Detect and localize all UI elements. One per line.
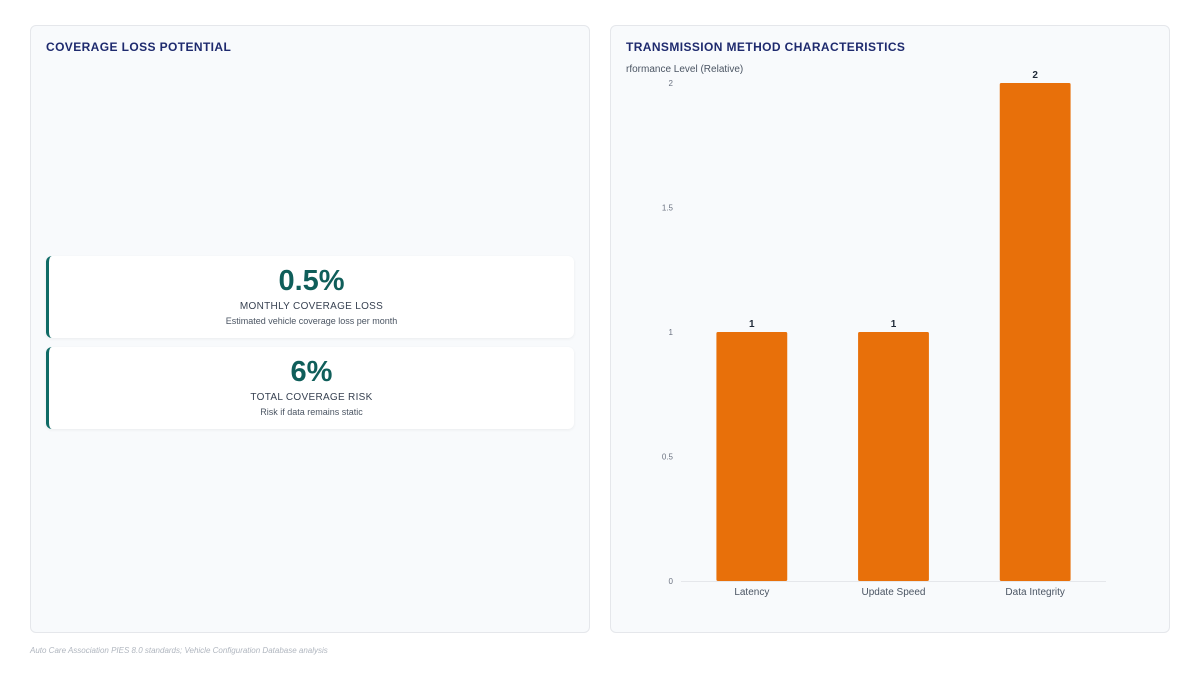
total-coverage-risk-card: 6% TOTAL COVERAGE RISK Risk if data rema… bbox=[46, 347, 574, 429]
total-coverage-risk-description: Risk if data remains static bbox=[260, 407, 363, 417]
coverage-loss-panel: COVERAGE LOSS POTENTIAL 0.5% MONTHLY COV… bbox=[30, 25, 590, 633]
y-tick-label: 1.5 bbox=[662, 204, 674, 213]
bar-data-label: 1 bbox=[749, 319, 755, 330]
bar-update-speed bbox=[858, 332, 929, 581]
total-coverage-risk-label: TOTAL COVERAGE RISK bbox=[250, 392, 373, 403]
bar-data-label: 2 bbox=[1032, 70, 1038, 81]
monthly-coverage-loss-card: 0.5% MONTHLY COVERAGE LOSS Estimated veh… bbox=[46, 256, 574, 338]
y-tick-label: 2 bbox=[669, 79, 674, 88]
bar-data-integrity bbox=[999, 83, 1071, 581]
transmission-method-panel: TRANSMISSION METHOD CHARACTERISTICS rfor… bbox=[610, 25, 1170, 633]
x-tick-label: Latency bbox=[734, 587, 769, 598]
bar-latency bbox=[716, 332, 788, 581]
y-axis-title: rformance Level (Relative) bbox=[626, 64, 743, 75]
x-tick-label: Update Speed bbox=[862, 587, 926, 598]
monthly-coverage-loss-label: MONTHLY COVERAGE LOSS bbox=[239, 301, 384, 312]
y-tick-label: 0 bbox=[669, 577, 674, 586]
source-note: Auto Care Association PIES 8.0 standards… bbox=[30, 646, 328, 655]
total-coverage-risk-value: 6% bbox=[290, 356, 333, 388]
y-tick-label: 1 bbox=[669, 328, 674, 337]
bar-data-label: 1 bbox=[891, 319, 897, 330]
coverage-loss-title: COVERAGE LOSS POTENTIAL bbox=[46, 40, 232, 54]
x-tick-label: Data Integrity bbox=[1005, 587, 1064, 598]
transmission-bar-chart: rformance Level (Relative) 0 0.5 1 1.5 2 1 Late… bbox=[626, 64, 1106, 598]
y-tick-label: 0.5 bbox=[662, 453, 674, 462]
monthly-coverage-loss-value: 0.5% bbox=[278, 265, 345, 297]
monthly-coverage-loss-description: Estimated vehicle coverage loss per mont… bbox=[225, 316, 398, 326]
transmission-method-title: TRANSMISSION METHOD CHARACTERISTICS bbox=[626, 40, 906, 54]
